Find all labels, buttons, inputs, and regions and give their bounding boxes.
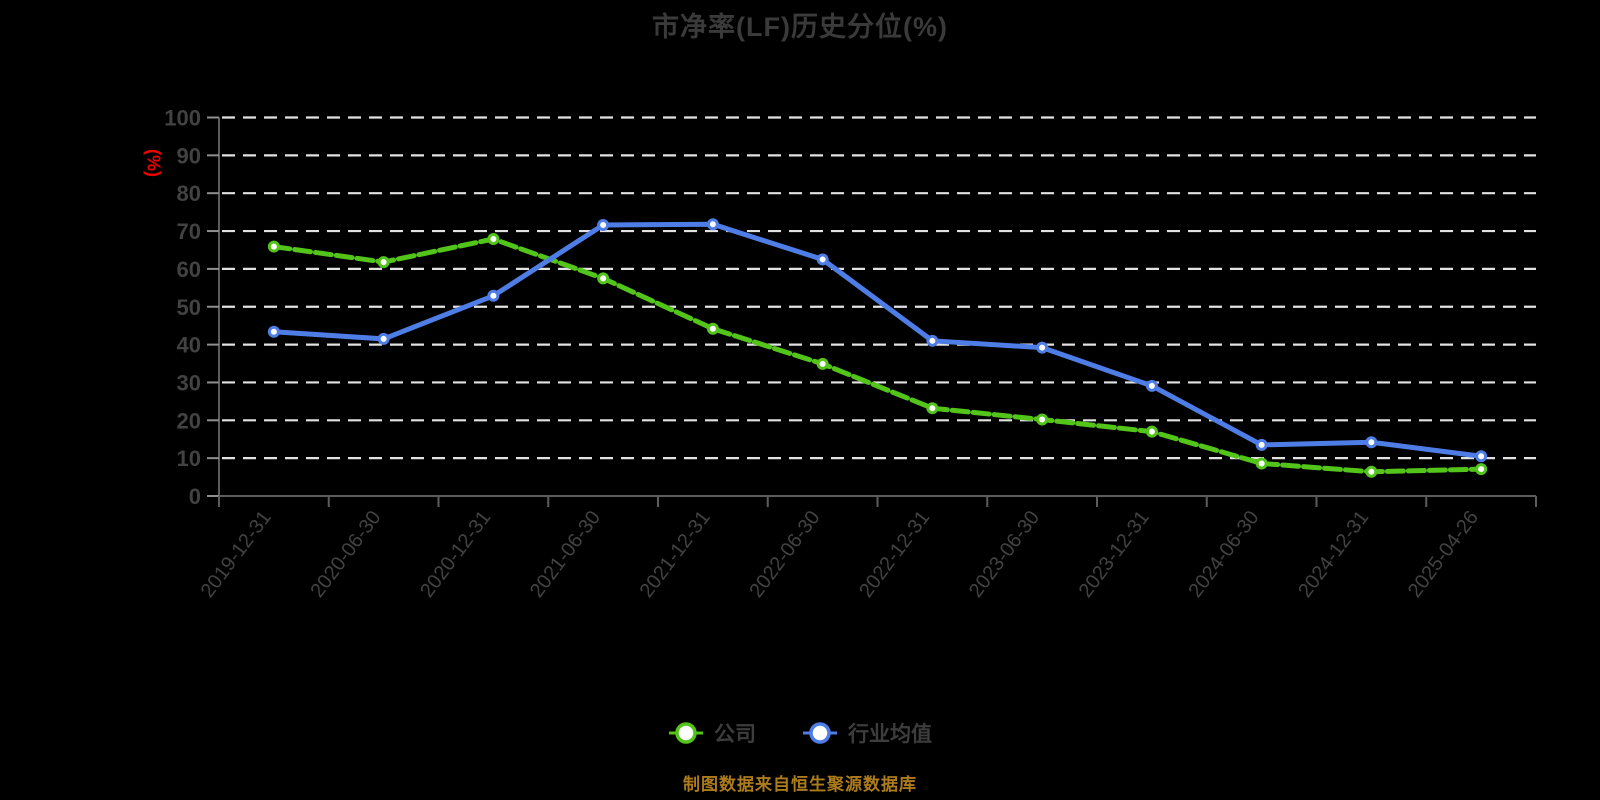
data-point-series1-2020-12-31 <box>487 289 500 302</box>
data-point-series1-2023-06-30 <box>1036 341 1049 354</box>
data-point-series1-2022-06-30 <box>816 253 829 266</box>
y-axis-tick-label: 20 <box>177 408 201 433</box>
data-point-series1-2024-06-30 <box>1255 438 1268 451</box>
data-point-series0-2022-12-31 <box>926 402 939 415</box>
legend-label-industry-average: 行业均值 <box>848 723 932 746</box>
y-axis-tick-label: 70 <box>177 219 201 244</box>
y-axis-tick-label: 100 <box>164 106 201 131</box>
data-point-series0-2025-04-26 <box>1475 463 1488 476</box>
data-point-series1-2022-12-31 <box>926 334 939 347</box>
industry-series-marker-icon <box>803 722 837 744</box>
x-axis-tick-label: 2024-06-30 <box>1184 507 1263 602</box>
data-point-series1-2019-12-31 <box>267 325 280 338</box>
x-axis-tick-label: 2022-12-31 <box>855 507 934 602</box>
y-axis-tick-label: 40 <box>177 333 201 358</box>
x-axis-tick-label: 2020-12-31 <box>416 507 495 602</box>
legend: 公司 行业均值 <box>0 718 1600 748</box>
x-axis-tick-label: 2024-12-31 <box>1294 507 1373 602</box>
legend-label-company: 公司 <box>714 723 756 746</box>
data-point-series1-2023-12-31 <box>1145 379 1158 392</box>
data-point-series1-2021-12-31 <box>706 218 719 231</box>
data-point-series0-2020-12-31 <box>487 232 500 245</box>
x-axis-tick-label: 2025-04-26 <box>1404 507 1483 602</box>
data-point-series0-2020-06-30 <box>377 256 390 269</box>
x-axis-tick-label: 2022-06-30 <box>745 507 824 602</box>
data-point-series1-2025-04-26 <box>1475 450 1488 463</box>
y-axis-tick-label: 60 <box>177 257 201 282</box>
y-axis-tick-label: 30 <box>177 370 201 395</box>
y-axis-tick-label: 10 <box>177 446 201 471</box>
data-point-series0-2024-06-30 <box>1255 457 1268 470</box>
x-axis-tick-label: 2020-06-30 <box>306 507 385 602</box>
x-axis-tick-label: 2021-12-31 <box>636 507 715 602</box>
data-point-series0-2019-12-31 <box>267 240 280 253</box>
data-point-series0-2023-12-31 <box>1145 425 1158 438</box>
y-axis-tick-label: 0 <box>189 484 201 509</box>
data-point-series1-2020-06-30 <box>377 332 390 345</box>
x-axis-tick-label: 2019-12-31 <box>197 507 276 602</box>
legend-item-company[interactable]: 公司 <box>668 718 756 748</box>
series-line-0 <box>271 236 1484 475</box>
x-axis-tick-label: 2023-06-30 <box>965 507 1044 602</box>
y-axis-tick-label: 50 <box>177 295 201 320</box>
data-point-series1-2024-12-31 <box>1365 436 1378 449</box>
data-point-series0-2022-06-30 <box>816 357 829 370</box>
x-axis-tick-label: 2023-12-31 <box>1075 507 1154 602</box>
data-point-series0-2024-12-31 <box>1365 465 1378 478</box>
y-axis-tick-label: 90 <box>177 143 201 168</box>
data-point-series0-2021-06-30 <box>597 272 610 285</box>
company-series-marker-icon <box>669 722 703 744</box>
data-point-series0-2023-06-30 <box>1036 413 1049 426</box>
data-source-note: 制图数据来自恒生聚源数据库 <box>683 775 917 794</box>
legend-item-industry-average[interactable]: 行业均值 <box>802 718 932 748</box>
data-point-series1-2021-06-30 <box>597 218 610 231</box>
y-axis-tick-label: 80 <box>177 181 201 206</box>
series-line-1 <box>271 221 1484 459</box>
data-point-series0-2021-12-31 <box>706 322 719 335</box>
x-axis-tick-label: 2021-06-30 <box>526 507 605 602</box>
chart-title: 市净率(LF)历史分位(%) <box>652 12 948 42</box>
